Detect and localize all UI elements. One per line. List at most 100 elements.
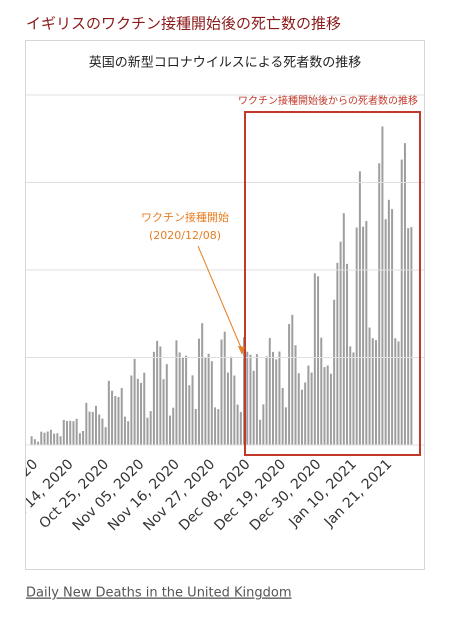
bar [188,385,191,445]
bar [82,431,85,445]
bar [333,299,336,445]
bar [220,339,223,445]
bar [271,351,274,445]
bar [407,228,410,445]
bar [78,433,81,445]
bar [49,429,52,445]
bar [288,324,291,445]
bar [355,227,358,445]
page-title: イギリスのワクチン接種開始後の死亡数の推移 [26,15,341,33]
bar [159,346,162,445]
bar [130,375,133,445]
bar [400,159,403,445]
bar [342,213,345,445]
bar [169,415,172,445]
bar [201,323,204,445]
bar [72,421,75,445]
bar [365,221,368,445]
chart-title: 英国の新型コロナウイルスによる死者数の推移 [89,55,362,71]
bar [339,241,342,445]
bar [317,276,320,445]
bar [349,346,352,445]
bar [320,337,323,445]
bar [98,414,101,445]
bar [294,345,297,445]
bar [178,352,181,445]
bar [284,407,287,445]
bar [329,373,332,445]
bar [307,365,310,445]
bar [275,359,278,445]
bar [94,405,97,445]
bar [358,171,361,446]
bar [384,219,387,445]
bar [236,404,239,445]
bar [262,404,265,445]
bar [133,358,136,445]
bar [117,397,120,445]
bar [368,327,371,445]
bar [310,372,313,445]
bar [336,262,339,445]
bar [217,409,220,445]
bar [223,331,226,445]
bar [143,372,146,445]
bar [214,407,217,445]
bar [233,375,236,445]
bar [313,273,316,445]
annotation-arrow [197,245,243,351]
bar [374,340,377,445]
bar [75,418,78,445]
bar [194,408,197,445]
bar [300,389,303,445]
bar [53,433,56,445]
bar [175,340,178,445]
bar [88,411,91,445]
bar [210,361,213,445]
bar [59,436,62,445]
bar [278,351,281,445]
bar [66,421,69,445]
bar [172,407,175,445]
bar [362,226,365,445]
bar [291,314,294,445]
bar [239,411,242,445]
bar [391,209,394,445]
bar [120,387,123,445]
bar [181,357,184,445]
bar [56,433,59,445]
bar [191,375,194,445]
bar [268,337,271,445]
bar [85,402,88,445]
annotation: ワクチン接種開始後からの死者数の推移 [238,94,418,107]
bar [204,357,207,445]
arrow-head [238,346,245,355]
highlight-box [244,111,421,456]
bar [410,227,413,445]
bar [246,351,249,445]
chart-frame [25,40,425,570]
bar [136,378,139,445]
bar [127,421,130,445]
bar [152,351,155,445]
annotation: ワクチン接種開始 [141,210,229,224]
bar [352,352,355,445]
bar [33,439,36,445]
bar [249,354,252,445]
bar [323,367,326,445]
bar [230,356,233,445]
bar [252,370,255,445]
bar [162,379,165,445]
bar [371,338,374,445]
bar [326,365,329,445]
bar [104,427,107,445]
bar [123,416,126,445]
source-link[interactable]: Daily New Deaths in the United Kingdom [26,586,292,601]
bar [297,373,300,445]
bar [37,441,40,445]
bar [185,355,188,445]
bar [255,354,258,445]
bar [62,419,65,445]
